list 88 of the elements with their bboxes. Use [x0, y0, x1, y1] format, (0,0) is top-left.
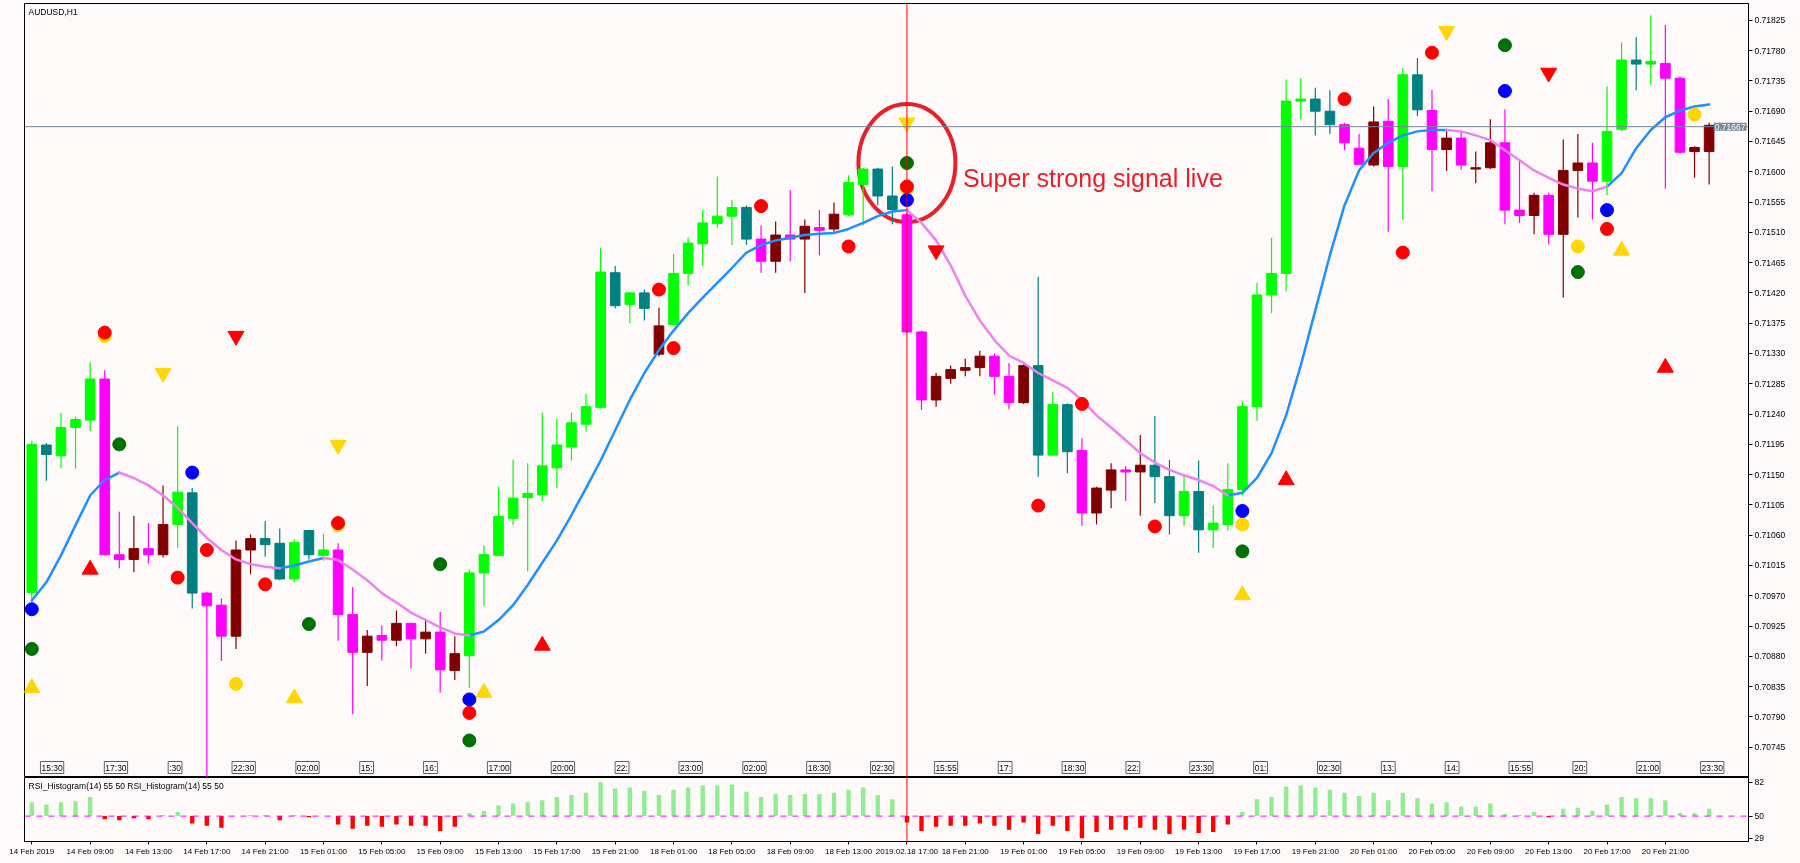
y-tick-label: 0.71195 — [1754, 439, 1785, 450]
x-tick-label: 18 Feb 01:00 — [649, 846, 698, 856]
x-tick-label: 18 Feb 13:00 — [825, 846, 873, 856]
y-tick-label: 0.70970 — [1754, 590, 1786, 601]
annotation: 02:30 — [1318, 762, 1341, 773]
y-tick-label: 0.71375 — [1754, 318, 1786, 329]
x-tick-label: 14 Feb 09:00 — [66, 846, 115, 856]
y-tick-label: 0.71600 — [1754, 166, 1786, 177]
y-tick-label: 0.70925 — [1754, 621, 1786, 632]
annotation: 15:30 — [41, 762, 64, 773]
annotation: 21:00 — [1637, 762, 1660, 773]
y-tick-label: 0.71105 — [1754, 499, 1785, 510]
y-tick-label: 50 — [1754, 811, 1765, 822]
annotation: 18:30 — [807, 762, 830, 773]
x-tick-label: 19 Feb 13:00 — [1175, 846, 1223, 856]
x-tick-label: 20 Feb 05:00 — [1408, 846, 1457, 856]
ref-line-label: 0.71667 — [1714, 121, 1746, 132]
annotation: 22:30 — [233, 762, 255, 773]
x-tick-label: 19 Feb 01:00 — [1000, 846, 1048, 856]
annotation: :30 — [169, 762, 182, 773]
x-tick-label: 15 Feb 01:00 — [299, 846, 348, 856]
y-tick-label: 0.71780 — [1754, 45, 1786, 56]
annotation: 02:00 — [743, 762, 766, 773]
y-tick-label: 0.71645 — [1754, 136, 1786, 147]
x-tick-label: 15 Feb 17:00 — [533, 846, 581, 856]
annotation: 23:00 — [679, 762, 702, 773]
y-tick-label: 0.71510 — [1754, 227, 1786, 238]
x-tick-label: 18 Feb 05:00 — [708, 846, 757, 856]
annotation: 20:00 — [552, 762, 574, 773]
annotation: 15:55 — [935, 762, 957, 773]
x-tick-label: 14 Feb 13:00 — [124, 846, 173, 856]
x-tick-label: 20 Feb 17:00 — [1583, 846, 1632, 856]
annotation: Super strong signal live — [962, 164, 1223, 193]
annotation: 22: — [616, 762, 628, 773]
x-tick-label: 19 Feb 05:00 — [1058, 846, 1107, 856]
x-tick-label: 14 Feb 21:00 — [241, 846, 290, 856]
y-tick-label: 0.71465 — [1754, 257, 1786, 268]
x-tick-label: 18 Feb 21:00 — [941, 846, 990, 856]
y-tick-label: 0.71285 — [1754, 378, 1786, 389]
y-tick-label: 0.70880 — [1754, 651, 1786, 662]
annotation: 23:30 — [1190, 762, 1213, 773]
y-tick-label: 0.71240 — [1754, 409, 1786, 420]
annotation: 15: — [360, 762, 373, 773]
y-tick-label: 0.71420 — [1754, 287, 1786, 298]
annotation: 02:00 — [296, 762, 319, 773]
x-tick-label: 20 Feb 01:00 — [1350, 846, 1398, 856]
annotation: 14: — [1446, 762, 1459, 773]
x-tick-label: 15 Feb 13:00 — [474, 846, 523, 856]
x-tick-label: 15 Feb 05:00 — [358, 846, 406, 856]
y-tick-label: 0.70745 — [1754, 742, 1786, 753]
annotation: 17: — [999, 762, 1012, 773]
x-tick-label: 18 Feb 09:00 — [766, 846, 815, 856]
x-tick-label: 15 Feb 09:00 — [416, 846, 465, 856]
y-tick-label: 0.71555 — [1754, 197, 1786, 208]
x-tick-label: 14 Feb 17:00 — [183, 846, 231, 856]
annotation: 17:30 — [105, 762, 127, 773]
x-tick-label: 15 Feb 21:00 — [591, 846, 640, 856]
annotation: 15:55 — [1510, 762, 1532, 773]
x-tick-label: 19 Feb 09:00 — [1116, 846, 1165, 856]
annotation: 20: — [1573, 762, 1586, 773]
x-tick-label: 20 Feb 13:00 — [1525, 846, 1573, 856]
y-tick-label: 0.71330 — [1754, 348, 1786, 359]
chart-title: AUDUSD,H1 — [28, 6, 78, 17]
annotation: 22: — [1126, 762, 1139, 773]
y-tick-label: 0.71150 — [1754, 469, 1785, 480]
annotation: 01: — [1254, 762, 1267, 773]
y-tick-label: 0.71825 — [1754, 15, 1786, 26]
chart-title: RSI_Histogram(14) 55 50 RSI_Histogram(14) 55 50 — [28, 780, 224, 791]
x-tick-label: 19 Feb 21:00 — [1291, 846, 1340, 856]
annotation: 16: — [424, 762, 437, 773]
x-tick-label: 20 Feb 09:00 — [1466, 846, 1515, 856]
annotation: 23:30 — [1701, 762, 1724, 773]
y-tick-label: 0.71060 — [1754, 530, 1786, 541]
annotation: 18:30 — [1063, 762, 1085, 773]
y-tick-label: 0.70790 — [1754, 711, 1786, 722]
x-tick-label: 19 Feb 17:00 — [1233, 846, 1282, 856]
x-tick-label: 2019.02.18 17:00 — [875, 846, 939, 856]
y-tick-label: 29 — [1754, 833, 1765, 844]
y-tick-label: 0.71690 — [1754, 106, 1786, 117]
annotation: 02:30 — [871, 762, 894, 773]
y-tick-label: 82 — [1754, 777, 1765, 788]
y-tick-label: 0.71735 — [1754, 75, 1786, 86]
y-tick-label: 0.71015 — [1754, 560, 1786, 571]
x-tick-label: 14 Feb 2019 — [9, 846, 55, 856]
x-tick-label: 20 Feb 21:00 — [1641, 846, 1690, 856]
y-tick-label: 0.70835 — [1754, 681, 1786, 692]
annotation: 13: — [1382, 762, 1395, 773]
annotation: 17:00 — [488, 762, 510, 773]
